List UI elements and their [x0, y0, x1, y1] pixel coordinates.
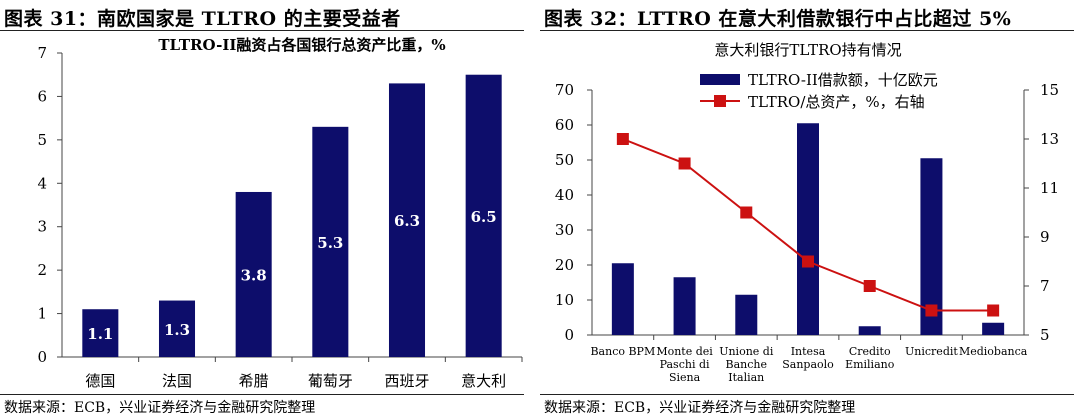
right-x-category-label: Monte dei — [656, 345, 713, 358]
right-ratio-marker-2 — [678, 157, 691, 170]
left-bar-4 — [312, 126, 349, 357]
right-x-category-label: Paschi di — [660, 358, 710, 371]
left-bar-data-label: 1.1 — [87, 325, 113, 343]
left-source-note: 数据来源：ECB，兴业证券经济与金融研究院整理 — [4, 400, 316, 416]
left-y-tick-label: 2 — [37, 261, 47, 279]
left-x-category-label: 西班牙 — [384, 372, 429, 390]
left-source-rule — [0, 394, 524, 395]
right-bar-3 — [735, 294, 758, 335]
right-right-y-tick-label: 15 — [1040, 81, 1059, 99]
left-bar-data-label: 5.3 — [317, 234, 343, 252]
right-ratio-marker-1 — [616, 133, 629, 145]
left-y-tick-label: 0 — [37, 348, 47, 366]
left-figure-title: 图表 31：南欧国家是 TLTRO 的主要受益者 — [4, 8, 401, 30]
right-figure-panel: 图表 32：LTTRO 在意大利借款银行中占比超过 5% 意大利银行TLTRO持… — [540, 0, 1080, 420]
right-x-category-label: Sanpaolo — [782, 358, 834, 371]
right-bar-6 — [920, 158, 943, 335]
right-ratio-marker-3 — [740, 206, 753, 219]
left-bar-5 — [388, 83, 426, 358]
right-right-y-tick-label: 7 — [1040, 277, 1050, 295]
right-left-y-tick-label: 70 — [555, 81, 574, 99]
left-y-tick-label: 4 — [37, 174, 47, 192]
left-bar-6 — [465, 74, 502, 357]
left-x-category-label: 法国 — [162, 372, 192, 390]
right-x-category-label: Banco BPM — [590, 345, 655, 358]
right-left-y-tick-label: 50 — [555, 151, 574, 169]
left-title-rule — [0, 30, 524, 31]
right-bar-5 — [858, 326, 881, 335]
right-left-y-tick-label: 10 — [555, 291, 574, 309]
right-chart-title: 意大利银行TLTRO持有情况 — [714, 41, 901, 59]
right-right-y-tick-label: 9 — [1040, 228, 1050, 246]
right-x-category-label: Unicredit — [905, 345, 958, 358]
left-bar-chart: TLTRO-II融资占各国银行总资产比重，% 0 1 2 3 4 5 6 7 1.1 德国 1.3 法国… — [37, 36, 523, 390]
right-left-y-tick-label: 20 — [555, 256, 574, 274]
right-figure-title: 图表 32：LTTRO 在意大利借款银行中占比超过 5% — [544, 8, 1012, 30]
left-figure-panel: 图表 31：南欧国家是 TLTRO 的主要受益者 TLTRO-II融资占各国银行… — [0, 0, 530, 420]
right-left-y-tick-label: 30 — [555, 221, 574, 239]
right-left-y-tick-label: 40 — [555, 186, 574, 204]
left-x-category-label: 意大利 — [461, 372, 506, 390]
right-source-rule — [540, 394, 1074, 395]
legend-bar-swatch — [700, 74, 740, 85]
left-y-tick-label: 5 — [37, 131, 47, 149]
legend-line-label: TLTRO/总资产，%，右轴 — [748, 93, 925, 111]
left-y-tick-label: 7 — [37, 44, 47, 62]
right-right-y-tick-label: 11 — [1040, 179, 1059, 197]
left-y-tick-label: 1 — [37, 305, 47, 323]
left-bar-data-label: 3.8 — [241, 266, 267, 284]
left-chart-title: TLTRO-II融资占各国银行总资产比重，% — [158, 36, 445, 54]
left-x-category-label: 希腊 — [239, 372, 269, 390]
left-y-tick-label: 3 — [37, 218, 47, 236]
right-right-y-tick-label: 5 — [1040, 326, 1050, 344]
right-bar-1 — [611, 263, 634, 335]
right-bar-7 — [982, 322, 1005, 335]
left-bar-2 — [158, 300, 196, 357]
right-x-category-label: Siena — [669, 371, 701, 384]
right-ratio-marker-5 — [863, 280, 876, 292]
legend-bar-label: TLTRO-II借款额，十亿欧元 — [748, 71, 938, 89]
left-bar-data-label: 6.5 — [471, 208, 497, 226]
right-left-y-tick-label: 0 — [564, 326, 574, 344]
right-ratio-marker-4 — [802, 255, 814, 268]
right-x-category-label: Credito — [849, 345, 891, 358]
right-right-y-tick-label: 13 — [1040, 130, 1059, 148]
right-x-category-label: Unione di — [719, 345, 774, 358]
left-bar-3 — [235, 191, 272, 357]
left-bar-1 — [82, 309, 119, 357]
right-x-category-label: Mediobanca — [959, 345, 1028, 358]
right-x-category-label: Emiliano — [845, 358, 895, 371]
left-y-tick-label: 6 — [37, 87, 47, 105]
right-bar-4 — [797, 123, 819, 335]
right-source-note: 数据来源：ECB，兴业证券经济与金融研究院整理 — [544, 400, 856, 416]
left-bar-data-label: 6.3 — [394, 212, 420, 230]
right-combo-chart: 意大利银行TLTRO持有情况 0 10 20 30 40 50 60 70 5 7 9 11 13 15 Ba… — [555, 41, 1059, 384]
left-bar-data-label: 1.3 — [164, 321, 190, 339]
right-x-category-label: Italian — [728, 371, 764, 384]
right-title-rule — [540, 30, 1074, 31]
right-ratio-marker-7 — [987, 304, 1000, 317]
right-x-category-label: Banche — [726, 358, 767, 371]
right-ratio-marker-6 — [925, 304, 938, 317]
legend-line-marker — [714, 95, 726, 107]
right-x-category-label: Intesa — [791, 345, 826, 358]
right-left-y-tick-label: 60 — [555, 116, 574, 134]
left-x-category-label: 葡萄牙 — [308, 372, 353, 390]
left-x-category-label: 德国 — [85, 372, 115, 390]
right-bar-2 — [673, 277, 696, 335]
